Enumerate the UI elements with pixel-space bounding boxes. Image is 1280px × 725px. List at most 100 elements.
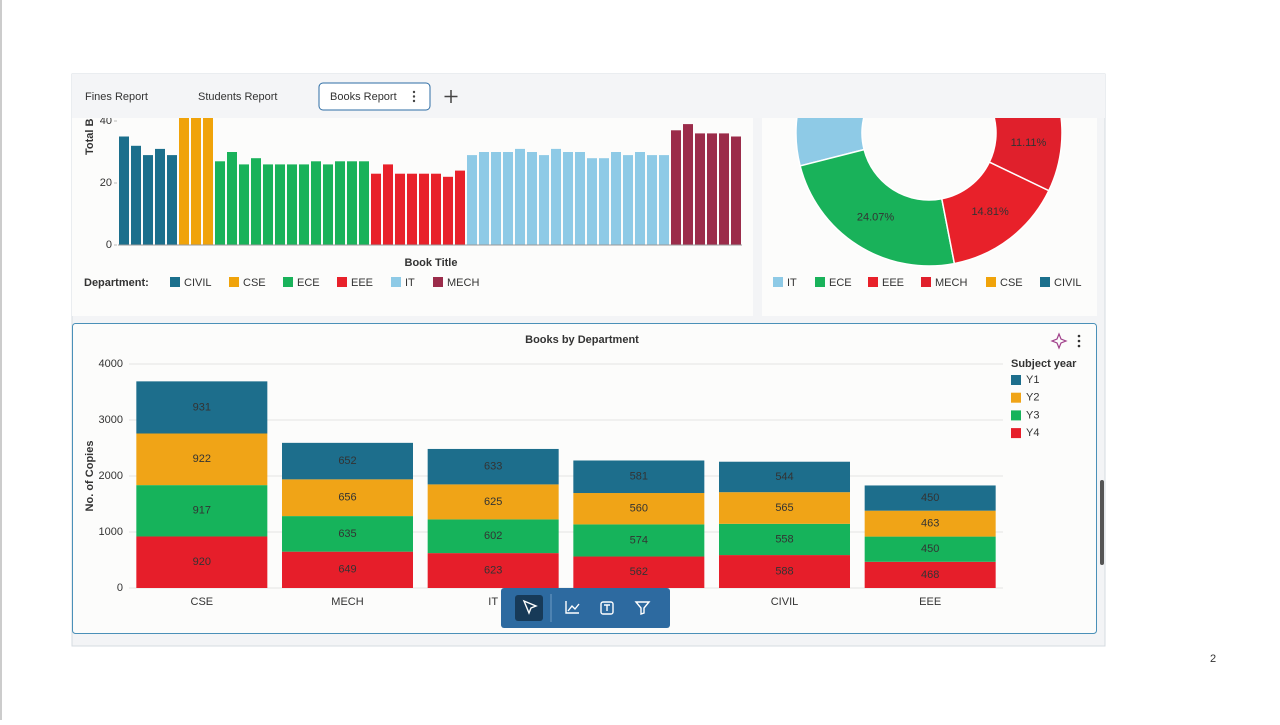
stacked-chart: Books by Department 0 1000 2000 3000 4000 No. … xyxy=(84,334,1077,608)
bar-segment xyxy=(573,493,705,525)
bar xyxy=(203,118,213,245)
data-label: 565 xyxy=(775,502,793,514)
data-label: 24.07% xyxy=(857,211,895,223)
bar-segment xyxy=(573,460,705,494)
bar xyxy=(371,173,381,245)
legend-label: CSE xyxy=(1000,277,1023,289)
bar xyxy=(491,152,501,245)
data-label: 562 xyxy=(630,566,648,578)
toolbar xyxy=(501,588,670,628)
bar xyxy=(323,164,333,245)
bar xyxy=(227,152,237,245)
bar xyxy=(455,170,465,245)
bar xyxy=(587,158,597,245)
bar xyxy=(659,155,669,245)
bar xyxy=(119,136,129,245)
bar-segment xyxy=(719,523,850,556)
bar-segment xyxy=(864,536,996,562)
data-label: 633 xyxy=(484,461,502,473)
axis-title: No. of Copies xyxy=(84,441,96,512)
legend-label: Y4 xyxy=(1026,427,1039,439)
bar-segment xyxy=(136,485,268,537)
data-label: 11.11% xyxy=(1011,137,1047,149)
bar-segment xyxy=(864,485,996,511)
bar xyxy=(299,164,309,245)
add-tab[interactable] xyxy=(444,90,458,103)
filter-button[interactable] xyxy=(634,601,651,615)
legend-swatch xyxy=(868,277,878,287)
legend-swatch xyxy=(921,277,931,287)
bar xyxy=(179,118,189,245)
text-button[interactable] xyxy=(600,601,614,615)
legend-title: Subject year xyxy=(1011,358,1077,370)
data-label: 623 xyxy=(484,564,502,576)
data-label: 450 xyxy=(921,543,939,555)
bar xyxy=(407,173,417,245)
bar xyxy=(575,152,585,245)
data-label: 588 xyxy=(775,565,793,577)
legend-swatch xyxy=(986,277,996,287)
tab[interactable]: Books Report xyxy=(330,91,397,103)
bar xyxy=(311,161,321,245)
bar xyxy=(335,161,345,245)
bar-segment xyxy=(427,484,559,520)
data-label: 558 xyxy=(775,533,793,545)
active-tab[interactable] xyxy=(318,82,431,111)
donut-slice xyxy=(795,118,865,167)
data-label: 602 xyxy=(484,530,502,542)
bar xyxy=(551,148,561,245)
legend-label: MECH xyxy=(447,277,479,289)
legend-label: Y1 xyxy=(1026,374,1039,386)
x-tick-label: CSE xyxy=(191,596,214,608)
chart-button[interactable] xyxy=(565,601,580,614)
legend-label: Y3 xyxy=(1026,409,1039,421)
legend-swatch xyxy=(1011,428,1021,439)
legend-swatch xyxy=(773,277,783,287)
scrollbar[interactable] xyxy=(1100,480,1104,565)
select-button[interactable] xyxy=(515,595,543,621)
bar-segment xyxy=(427,519,559,554)
bar xyxy=(479,152,489,245)
tab-menu[interactable] xyxy=(412,90,416,103)
legend-label: Y2 xyxy=(1026,392,1039,404)
donut-chart: 24.07% 14.81% 11.11% IT ECE EEE MECH CSE CIVIL xyxy=(773,118,1082,289)
data-label: 917 xyxy=(193,505,211,517)
panel-menu[interactable] xyxy=(1077,334,1081,348)
bar xyxy=(239,164,249,245)
ai-icon[interactable] xyxy=(1050,332,1068,350)
legend-swatch xyxy=(1011,392,1021,403)
data-label: 560 xyxy=(630,503,648,515)
y-tick-label: 1000 xyxy=(99,526,123,538)
data-label: 574 xyxy=(630,534,648,546)
bar xyxy=(395,173,405,245)
bar xyxy=(275,164,285,245)
bar xyxy=(419,173,429,245)
bar-chart: 0 20 40 Total B Book Title Department: CIVIL CS… xyxy=(84,118,742,289)
bar xyxy=(431,173,441,245)
data-label: 922 xyxy=(193,453,211,465)
legend-swatch xyxy=(283,277,293,287)
legend-label: ECE xyxy=(297,277,320,289)
legend-label: CIVIL xyxy=(184,277,212,289)
y-tick-label: 4000 xyxy=(99,358,123,370)
x-tick-label: CIVIL xyxy=(771,596,799,608)
tab[interactable]: Students Report xyxy=(198,91,278,103)
bar xyxy=(731,136,741,245)
axis-title: Book Title xyxy=(405,257,458,269)
bar xyxy=(215,161,225,245)
legend-swatch xyxy=(337,277,347,287)
y-tick-label: 2000 xyxy=(99,470,123,482)
data-label: 625 xyxy=(484,496,502,508)
bar xyxy=(611,152,621,245)
data-label: 463 xyxy=(921,518,939,530)
axis-title: Total B xyxy=(84,118,96,155)
bar xyxy=(599,158,609,245)
bar-segment xyxy=(427,448,559,485)
y-tick-label: 0 xyxy=(117,582,123,594)
bar-segment xyxy=(864,561,996,588)
bar xyxy=(347,161,357,245)
text-icon xyxy=(604,604,610,611)
tab[interactable]: Fines Report xyxy=(85,91,148,103)
